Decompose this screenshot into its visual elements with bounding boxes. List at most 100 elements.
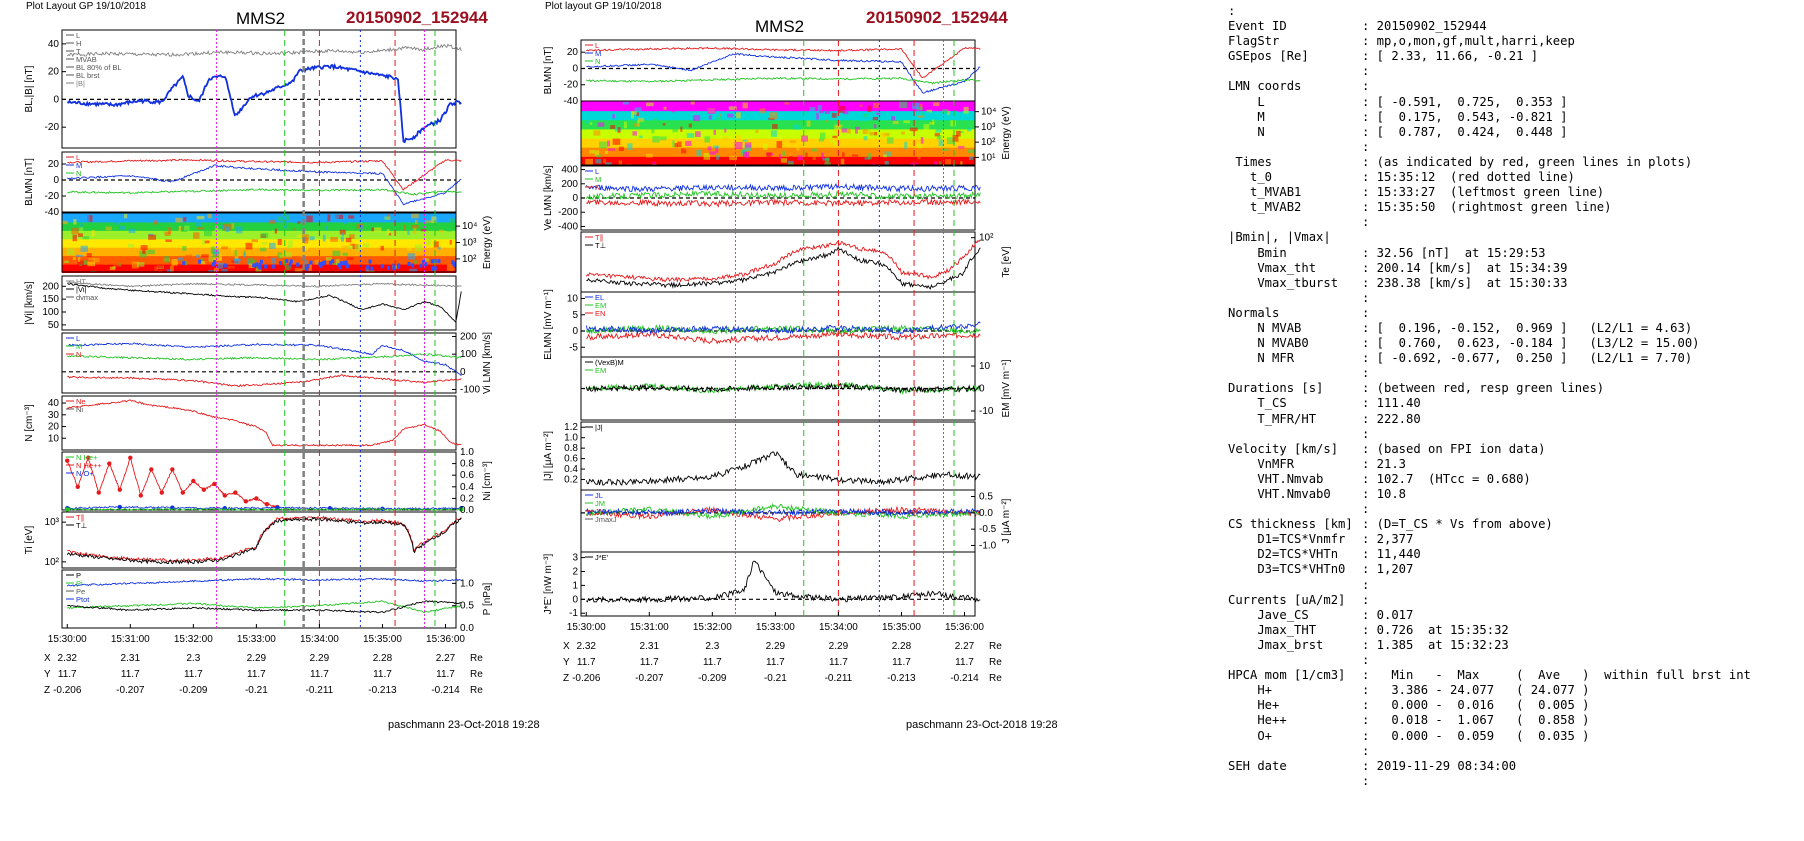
spectrogram-cell	[805, 152, 808, 158]
series-line	[585, 507, 981, 517]
spectrogram-cell	[392, 263, 396, 268]
series-line	[66, 577, 462, 587]
spectrogram-cell	[784, 102, 790, 105]
spectrogram-cell	[745, 151, 750, 158]
spectrogram-cell	[636, 112, 640, 116]
info-value: : [ 0.760, 0.623, -0.184 ] (L3/L2 = 15.0…	[1362, 336, 1700, 351]
legend-label: MVAB	[76, 55, 97, 64]
spectrogram-cell	[952, 134, 959, 142]
spectrogram-cell	[704, 124, 712, 129]
info-value: : 111.40	[1362, 396, 1421, 411]
info-row: N: [ 0.787, 0.424, 0.448 ]	[1228, 125, 1751, 140]
spectrogram-cell	[259, 259, 263, 264]
info-row: t_0: 15:35:12 (red dotted line)	[1228, 170, 1751, 185]
y-axis-label: N [cm⁻³]	[24, 404, 35, 442]
spectrogram-cell	[433, 241, 439, 248]
time-axis-mid: 15:30:00 2.32 11.7 -0.206 15:31:00 2.31 11.7 -0…	[563, 612, 1002, 684]
spectrogram-cell	[246, 260, 249, 265]
data-point	[149, 467, 154, 472]
spectrogram-cell	[713, 129, 717, 136]
y-axis-label: |Vi| [km/s]	[24, 281, 35, 325]
ephemeris-value: 11.7	[436, 669, 455, 680]
panel-frame	[580, 291, 976, 358]
legend-label: EM	[595, 301, 606, 310]
spectrogram-cell	[728, 106, 737, 110]
info-value: : 15:33:27 (leftmost green line)	[1362, 185, 1605, 200]
spectrogram-cell	[801, 135, 808, 142]
spectrogram-cell	[247, 257, 254, 265]
x-tick-label: 15:32:00	[174, 634, 213, 645]
spectrogram-cell	[824, 162, 831, 165]
info-row: Times: (as indicated by red, green lines…	[1228, 155, 1751, 170]
spectrogram-cell	[207, 213, 212, 219]
spectrogram-cell	[759, 108, 766, 114]
spectrogram-cell	[862, 129, 871, 135]
info-value: : (as indicated by red, green lines in p…	[1362, 154, 1693, 169]
spectrogram-cell	[198, 259, 202, 264]
spectrogram-cell	[740, 149, 746, 154]
info-row: H+: 3.386 - 24.077 ( 24.077 )	[1228, 683, 1751, 698]
spectrogram-cell	[825, 157, 830, 163]
spectrogram-cell	[88, 257, 96, 261]
spectrogram-cell	[384, 216, 391, 220]
spectrogram-cell	[280, 261, 284, 266]
spectrogram-cell	[230, 250, 236, 257]
spectrogram-cell	[118, 225, 125, 230]
spectrogram-cell	[409, 268, 418, 272]
series-line	[586, 52, 981, 94]
spectrogram-cell	[315, 268, 320, 272]
panel-mid-1: 10¹ 10² 10³ 10⁴ Energy (eV)	[580, 100, 1012, 166]
legend-label: L	[595, 167, 599, 176]
panel-frame	[580, 489, 976, 553]
spectrogram-cell	[742, 102, 748, 109]
spectrogram-cell	[969, 156, 973, 160]
spectrogram-cell	[80, 223, 83, 228]
y-tick-label: -1.0	[979, 540, 997, 551]
y-axis-label: EM [mV m⁻¹]	[1001, 359, 1012, 417]
y-tick-label: 0	[572, 326, 578, 337]
y-tick-label: 10²	[979, 233, 994, 244]
panel-frame	[61, 332, 457, 394]
spectrogram-cell	[966, 131, 970, 135]
y-tick-label: 0.6	[460, 470, 474, 481]
y-axis-label: BL,|B| [nT]	[24, 65, 35, 112]
spectrogram-cell	[332, 262, 338, 266]
spectrogram-cell	[221, 269, 228, 272]
spectrogram-cell	[212, 249, 220, 255]
y-tick-label: 0	[572, 594, 578, 605]
spectrogram-cell	[770, 130, 777, 137]
info-value: :	[1362, 79, 1370, 94]
spectrogram-cell	[617, 127, 621, 133]
y-tick-label: 10⁴	[981, 107, 996, 118]
spectrogram-cell	[919, 120, 922, 127]
spectrogram-cell	[809, 107, 816, 112]
y-tick-label: 10³	[981, 122, 996, 133]
spectrogram-cell	[696, 149, 702, 157]
series-line	[67, 281, 462, 288]
info-row: Velocity [km/s]: (based on FPI ion data)	[1228, 442, 1751, 457]
info-row: Currents [uA/m2]:	[1228, 593, 1751, 608]
spectrogram-cell	[677, 141, 682, 148]
x-tick-label: 15:32:00	[693, 622, 732, 633]
spectrogram-cell	[213, 267, 219, 272]
spectrogram-cell	[220, 224, 227, 230]
series-line	[585, 321, 981, 335]
spectrogram-cell	[431, 216, 437, 224]
spectrogram-cell	[596, 154, 602, 158]
panel-frame	[61, 451, 457, 511]
y-tick-label: 10	[48, 433, 60, 444]
info-key: N MVAB	[1228, 320, 1302, 335]
info-value: : [ 0.175, 0.543, -0.821 ]	[1362, 109, 1568, 124]
spectrogram-cell	[872, 102, 880, 108]
legend-label: L	[76, 31, 80, 40]
spectrogram-cell	[337, 263, 341, 268]
spectrogram-cell	[374, 227, 382, 232]
y-tick-label: 10³	[462, 238, 477, 249]
spectrogram-cell	[594, 163, 597, 165]
spectrogram-cell	[243, 252, 246, 258]
info-row: GSEpos [Re]: [ 2.33, 11.66, -0.21 ]	[1228, 49, 1751, 64]
info-value: : 0.018 - 1.067 ( 0.858 )	[1362, 713, 1590, 728]
spectrogram-cell	[754, 131, 763, 139]
